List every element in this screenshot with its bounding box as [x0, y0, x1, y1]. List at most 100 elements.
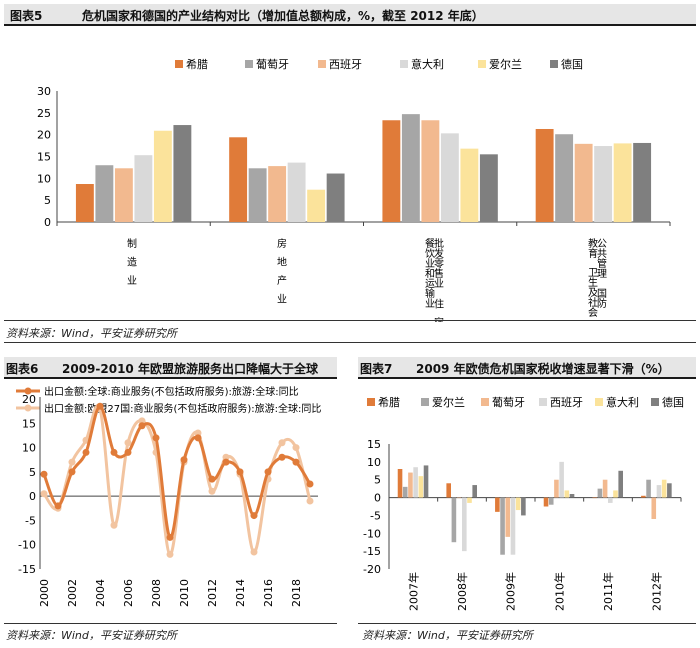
fig7-legend-label: 葡萄牙 [492, 396, 525, 409]
fig6-point [166, 550, 174, 558]
fig6-xtick-label: 2000 [38, 579, 51, 607]
fig5-chart: 希腊 葡萄牙 西班牙 意大利 爱尔兰 德国051015202530制造业房地产业批发零售业… [37, 57, 671, 322]
fig6-xtick-label: 2014 [234, 579, 247, 607]
fig7-ytick-label: 5 [374, 474, 381, 487]
fig6-point [138, 422, 146, 430]
fig7-legend-swatch [651, 398, 659, 406]
fig5-legend-swatch [400, 60, 408, 68]
fig6-point [306, 480, 314, 488]
fig5-category-label: 卫生及社会 [586, 267, 598, 318]
fig5-category-label: 业 [125, 275, 137, 285]
fig7-bar [505, 497, 511, 537]
fig7-bar [423, 465, 429, 498]
fig6-xtick-label: 2016 [262, 579, 275, 607]
fig7-source: 资料来源：Wind，平安证券研究所 [362, 629, 533, 642]
fig6-xtick-label: 2002 [66, 579, 79, 607]
fig5-bar [134, 155, 153, 222]
fig7-ytick-label: -15 [363, 545, 381, 558]
fig7-category-label: 2008年 [455, 572, 469, 611]
fig5-legend-label: 葡萄牙 [256, 58, 289, 71]
fig5-bar [421, 120, 440, 222]
fig7-legend-label: 爱尔兰 [432, 396, 465, 409]
fig7-label: 图表7 [360, 362, 393, 376]
fig6-series-line [42, 404, 312, 556]
fig7-bar [510, 497, 516, 555]
fig7-bar [592, 497, 597, 499]
fig5-ytick-label: 25 [37, 107, 51, 120]
fig5-legend-swatch [550, 60, 558, 68]
fig7-bar [651, 497, 657, 519]
fig6-ytick-label: 10 [22, 442, 36, 455]
fig5-label: 图表5 [10, 9, 43, 23]
fig6-legend-label: 出口金额:全球:商业服务(不包括政府服务):旅游:全球:同比 [44, 385, 299, 398]
fig7-bar [559, 461, 564, 498]
fig7-legend-swatch [367, 398, 375, 406]
fig5-bar [613, 143, 632, 222]
fig7-bar [543, 497, 549, 507]
fig5-bar [401, 114, 420, 222]
fig7-bar [602, 479, 608, 498]
fig6-point [124, 439, 132, 447]
fig7-bar [656, 485, 662, 498]
fig7-title: 2009 年欧债危机国家税收增速显著下滑（%） [416, 362, 670, 376]
fig5-category-label: 地 [275, 255, 287, 266]
fig6-xtick-label: 2010 [178, 579, 191, 607]
fig7-bar [521, 497, 526, 516]
fig5-header: 图表5 危机国家和德国的产业结构对比（增加值总额构成，%，截至 2012 年底） [4, 4, 696, 26]
fig5-bar [75, 184, 94, 222]
fig5-ytick-label: 20 [37, 129, 51, 142]
fig5-category-label: 制 [125, 237, 137, 248]
fig6-point [180, 456, 188, 464]
fig6-xtick-label: 2004 [94, 579, 107, 607]
fig7-bar [569, 494, 575, 498]
fig7-bar [500, 497, 505, 555]
fig6-header: 图表6 2009-2010 年欧盟旅游服务出口降幅大于全球 [4, 357, 337, 379]
fig5-category-label: 宿 [432, 316, 444, 322]
fig5-legend-swatch [175, 60, 183, 68]
fig6-point [292, 458, 300, 466]
fig5-bar [307, 189, 326, 222]
fig7-bar [608, 497, 613, 503]
fig5-bar [594, 146, 613, 222]
fig7-ytick-label: 10 [367, 456, 381, 469]
fig5-category-label: 餐饮业和运输业 [423, 237, 435, 308]
fig6-ytick-label: 5 [29, 466, 36, 479]
fig6-series-line [42, 404, 312, 539]
fig5-legend-label: 爱尔兰 [489, 58, 522, 71]
fig7-bar [564, 490, 570, 498]
fig5-bar [287, 162, 306, 222]
fig7-bar [413, 467, 418, 498]
fig6-point [40, 470, 48, 478]
fig6-point [110, 448, 118, 456]
fig7-legend-label: 希腊 [378, 395, 400, 409]
fig6-xtick-label: 2008 [150, 579, 163, 607]
fig6-ytick-label: 20 [22, 393, 36, 406]
fig5-bar [173, 125, 192, 222]
fig7-legend-swatch [539, 398, 547, 406]
fig7-bar [451, 497, 457, 543]
fig5-bar [95, 165, 114, 222]
fig7-bar [467, 497, 472, 503]
fig7-bar [554, 479, 559, 498]
fig7-ytick-label: 0 [374, 492, 381, 505]
fig6-point [194, 434, 202, 442]
fig7-legend-label: 意大利 [606, 395, 639, 409]
fig5-ytick-label: 10 [37, 172, 51, 185]
fig5-bar [633, 142, 652, 222]
fig5-category-label: 业 [275, 293, 287, 303]
fig5-bar [326, 173, 345, 222]
fig7-bar [597, 488, 603, 498]
fig6-point [68, 458, 76, 466]
fig6-ytick-label: 0 [29, 490, 36, 503]
fig7-bar [618, 470, 623, 498]
fig5-ytick-label: 15 [37, 151, 51, 164]
fig5-category-label: 产 [275, 274, 287, 286]
fig7-bar [641, 495, 646, 498]
fig7-bar [548, 497, 554, 505]
fig5-category-label: 国防 [595, 288, 607, 309]
fig6-point [222, 458, 230, 466]
fig7-bar [408, 472, 413, 498]
fig7-legend-label: 德国 [662, 395, 684, 409]
fig7-legend-swatch [595, 398, 603, 406]
fig5-bar [229, 137, 248, 222]
